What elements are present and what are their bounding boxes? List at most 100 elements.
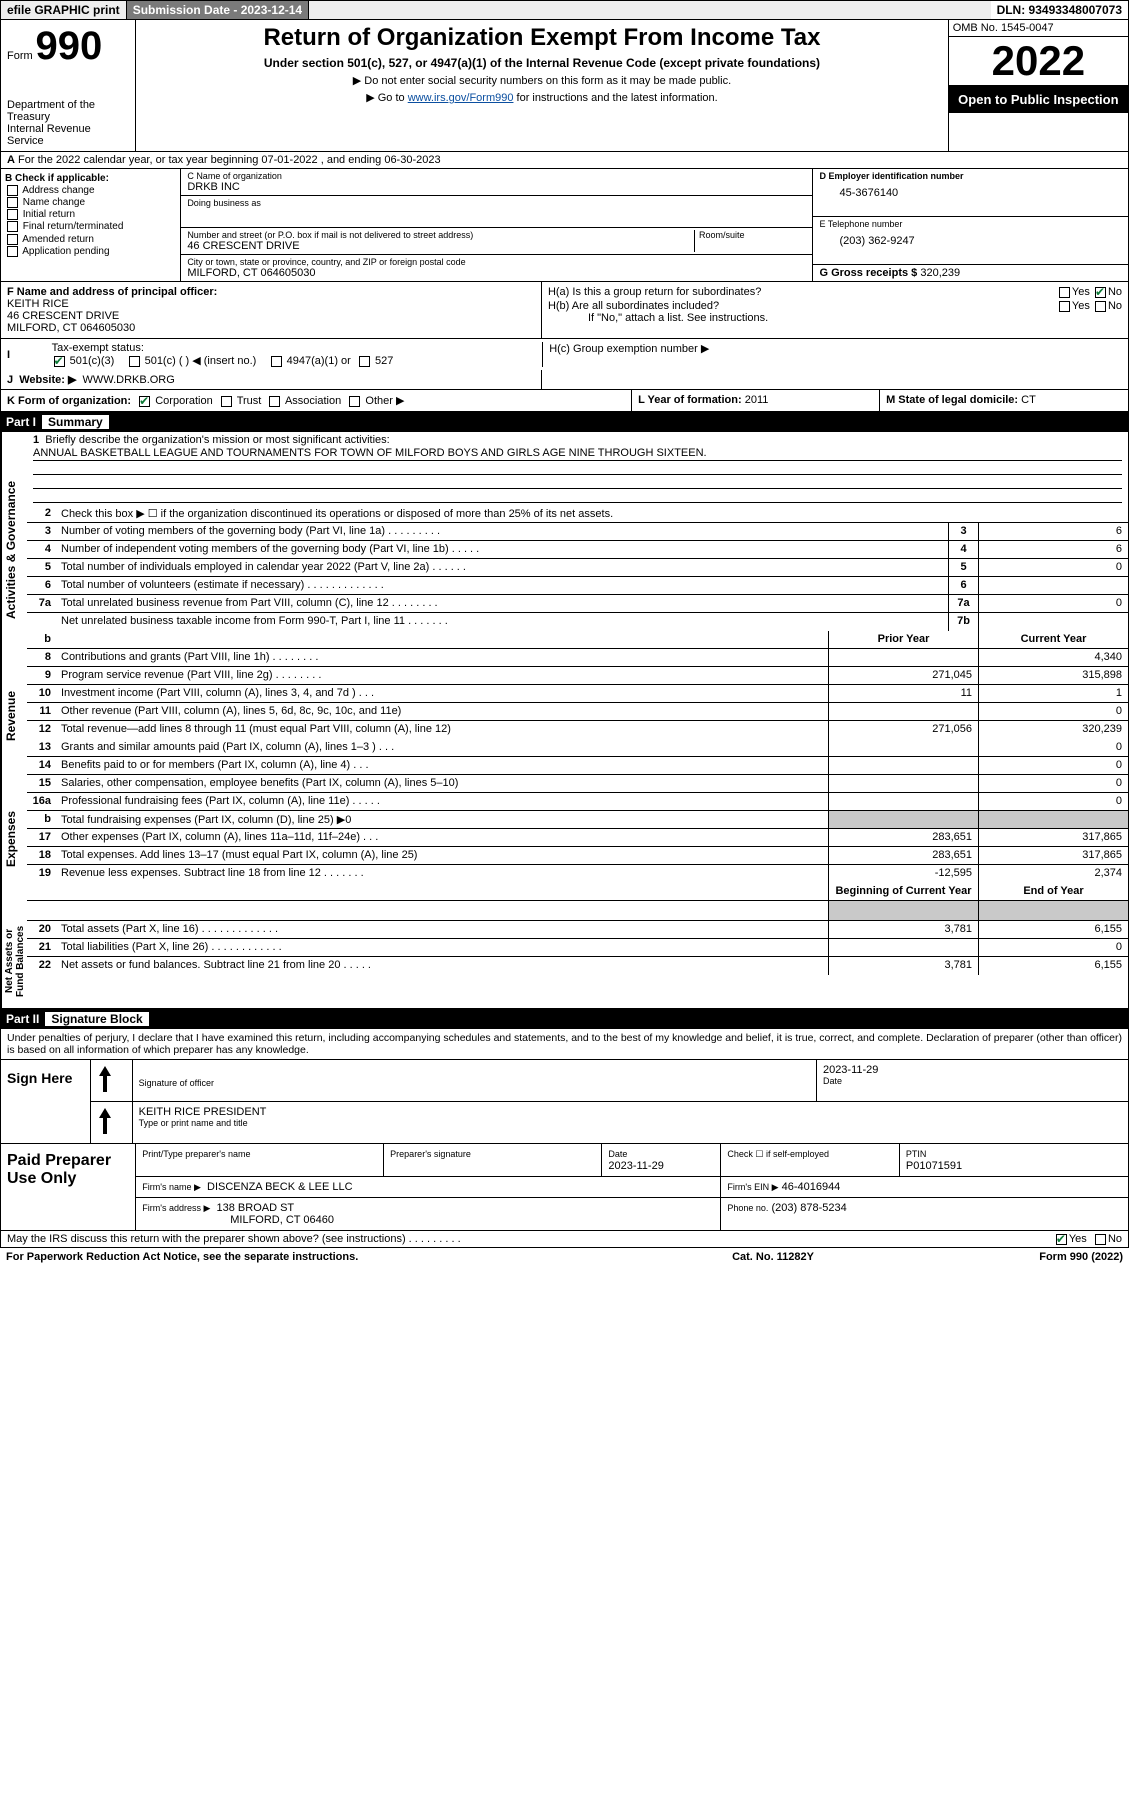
table-row: 11Other revenue (Part VIII, column (A), … [27, 703, 1128, 721]
check-other[interactable] [349, 396, 360, 407]
firm-addr2: MILFORD, CT 06460 [142, 1214, 334, 1226]
f-principal-officer: F Name and address of principal officer:… [1, 282, 542, 338]
check-4947[interactable] [271, 356, 282, 367]
prep-date: 2023-11-29 [608, 1160, 663, 1172]
penalties-declaration: Under penalties of perjury, I declare th… [0, 1029, 1129, 1060]
prep-hdr-sig: Preparer's signature [390, 1149, 471, 1159]
form-label: Form [7, 50, 33, 62]
c-dba: Doing business as [181, 196, 812, 228]
gov-row: 6Total number of volunteers (estimate if… [27, 577, 1128, 595]
check-application-pending[interactable]: Application pending [5, 246, 176, 257]
part-i-header: Part ISummary [0, 412, 1129, 432]
efile-print-btn[interactable]: efile GRAPHIC print [1, 1, 127, 19]
h-a-group-return: H(a) Is this a group return for subordin… [548, 286, 1122, 298]
check-amended-return[interactable]: Amended return [5, 234, 176, 245]
irs-link[interactable]: www.irs.gov/Form990 [408, 92, 514, 104]
col-header-prior-current: b Prior Year Current Year [27, 631, 1128, 649]
mission-text: ANNUAL BASKETBALL LEAGUE AND TOURNAMENTS… [33, 446, 1122, 461]
c-name-of-org: C Name of organization DRKB INC [181, 169, 812, 196]
table-row: 8Contributions and grants (Part VIII, li… [27, 649, 1128, 667]
g-gross-receipts: G Gross receipts $ 320,239 [813, 265, 1128, 281]
table-row: 20Total assets (Part X, line 16) . . . .… [27, 921, 1128, 939]
table-row: 21Total liabilities (Part X, line 26) . … [27, 939, 1128, 957]
check-name-change[interactable]: Name change [5, 197, 176, 208]
dln-label: DLN: 93493348007073 [991, 1, 1128, 19]
firm-addr1: 138 BROAD ST [217, 1202, 295, 1214]
block-b-to-g: B Check if applicable: Address change Na… [0, 169, 1129, 282]
row-k-l-m: K Form of organization: Corporation Trus… [0, 390, 1129, 412]
efile-header-bar: efile GRAPHIC print Submission Date - 20… [0, 0, 1129, 20]
h-note: If "No," attach a list. See instructions… [548, 312, 1122, 324]
b-heading: B Check if applicable: [5, 173, 176, 184]
form-990-footer: Form 990 (2022) [955, 1251, 1123, 1263]
form-subtitle-3: ▶ Go to www.irs.gov/Form990 for instruct… [142, 91, 941, 104]
paperwork-footer: For Paperwork Reduction Act Notice, see … [0, 1248, 1129, 1266]
check-501c3[interactable] [54, 356, 65, 367]
check-initial-return[interactable]: Initial return [5, 209, 176, 220]
part-i-summary: Activities & Governance Revenue Expenses… [0, 432, 1129, 1009]
officer-name: KEITH RICE PRESIDENT [139, 1106, 1122, 1118]
firm-name: DISCENZA BECK & LEE LLC [207, 1181, 353, 1193]
addr-value: 46 CRESCENT DRIVE [187, 240, 690, 252]
h-c-exemption: H(c) Group exemption number ▶ [542, 342, 1122, 367]
table-row: 14Benefits paid to or for members (Part … [27, 757, 1128, 775]
table-row: 19Revenue less expenses. Subtract line 1… [27, 865, 1128, 883]
gov-row: 5Total number of individuals employed in… [27, 559, 1128, 577]
prep-self-employed[interactable]: Check ☐ if self-employed [727, 1149, 829, 1159]
discuss-no[interactable] [1095, 1234, 1106, 1245]
line-1-mission: 1 Briefly describe the organization's mi… [27, 432, 1128, 505]
sub3-pre: ▶ Go to [366, 92, 407, 104]
discuss-yes[interactable] [1056, 1234, 1067, 1245]
website-value: WWW.DRKB.ORG [83, 374, 175, 386]
dept-treasury: Department of the Treasury Internal Reve… [7, 99, 129, 147]
row-a-text: For the 2022 calendar year, or tax year … [18, 154, 441, 166]
c-address-row: Number and street (or P.O. box if mail i… [181, 228, 812, 255]
vtab-net-assets: Net Assets or Fund Balances [1, 914, 27, 1008]
l-value: 2011 [745, 394, 769, 406]
check-corporation[interactable] [139, 396, 150, 407]
submission-date-btn[interactable]: Submission Date - 2023-12-14 [127, 1, 309, 19]
omb-number: OMB No. 1545-0047 [949, 20, 1128, 37]
check-527[interactable] [359, 356, 370, 367]
firm-name-label: Firm's name ▶ [142, 1182, 201, 1192]
gov-row: Net unrelated business taxable income fr… [27, 613, 1128, 631]
vertical-section-tabs: Activities & Governance Revenue Expenses… [1, 432, 27, 1008]
m-label: M State of legal domicile: [886, 394, 1018, 406]
table-row: bTotal fundraising expenses (Part IX, co… [27, 811, 1128, 829]
table-row: 9Program service revenue (Part VIII, lin… [27, 667, 1128, 685]
gov-row: 7aTotal unrelated business revenue from … [27, 595, 1128, 613]
d-ein: D Employer identification number 45-3676… [813, 169, 1128, 217]
table-row: 15Salaries, other compensation, employee… [27, 775, 1128, 793]
tax-year: 2022 [949, 37, 1128, 86]
form-title: Return of Organization Exempt From Incom… [142, 24, 941, 52]
l-label: L Year of formation: [638, 394, 742, 406]
form-subtitle-2: ▶ Do not enter social security numbers o… [142, 74, 941, 87]
table-row: 17Other expenses (Part IX, column (A), l… [27, 829, 1128, 847]
table-row: 18Total expenses. Add lines 13–17 (must … [27, 847, 1128, 865]
h-b-subordinates: H(b) Are all subordinates included? Yes … [548, 300, 1122, 312]
table-row: 10Investment income (Part VIII, column (… [27, 685, 1128, 703]
firm-addr-label: Firm's address ▶ [142, 1203, 210, 1213]
irs-discuss-row: May the IRS discuss this return with the… [0, 1231, 1129, 1248]
table-row: 16aProfessional fundraising fees (Part I… [27, 793, 1128, 811]
officer-name-label: Type or print name and title [139, 1118, 1122, 1128]
firm-ein-label: Firm's EIN ▶ [727, 1182, 778, 1192]
check-final-return[interactable]: Final return/terminated [5, 221, 176, 232]
check-501c[interactable] [129, 356, 140, 367]
check-trust[interactable] [221, 396, 232, 407]
check-address-change[interactable]: Address change [5, 185, 176, 196]
form-number: 990 [35, 24, 102, 68]
sign-date-label: Date [823, 1076, 1122, 1086]
row-i-tax-exempt: I Tax-exempt status: 501(c)(3) 501(c) ( … [0, 339, 1129, 370]
firm-phone-label: Phone no. [727, 1203, 768, 1213]
room-label: Room/suite [699, 230, 806, 240]
k-label: K Form of organization: [7, 395, 131, 407]
vtab-expenses: Expenses [1, 764, 27, 914]
row-f-h: F Name and address of principal officer:… [0, 282, 1129, 339]
check-association[interactable] [269, 396, 280, 407]
addr-label: Number and street (or P.O. box if mail i… [187, 230, 690, 240]
gov-row: 2Check this box ▶ ☐ if the organization … [27, 505, 1128, 523]
pen-icon [97, 1106, 113, 1136]
sign-here-label: Sign Here [1, 1060, 91, 1143]
row-j-website: J Website: ▶ WWW.DRKB.ORG [0, 370, 1129, 390]
